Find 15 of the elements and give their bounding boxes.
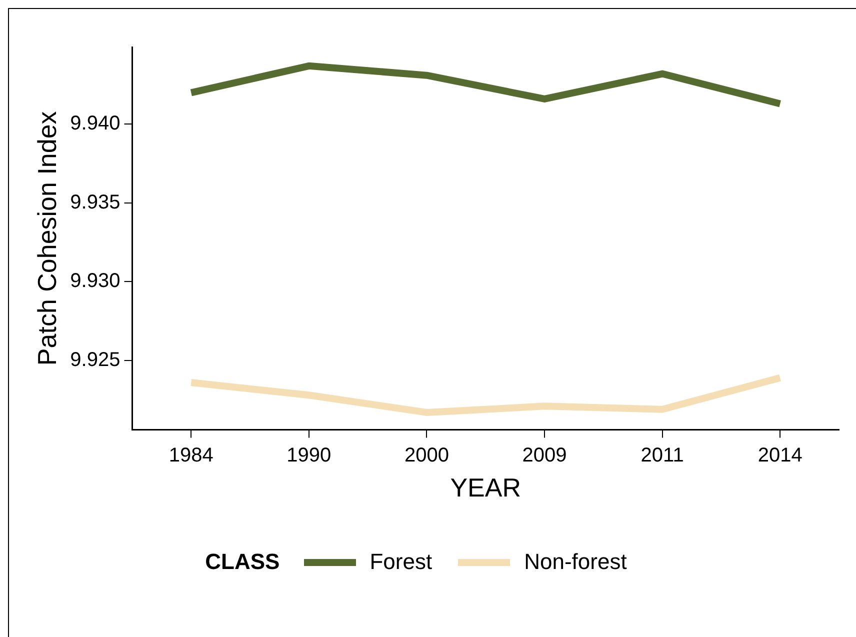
- x-tick-label: 1990: [286, 444, 332, 466]
- legend-label: Forest: [370, 549, 432, 575]
- y-axis-title: Patch Cohesion Index: [32, 111, 62, 366]
- y-tick-label: 9.940: [70, 112, 120, 135]
- x-tick-label: 2009: [522, 444, 567, 466]
- y-tick-label: 9.935: [70, 191, 120, 214]
- y-tick-label: 9.930: [70, 270, 120, 292]
- legend-label: Non-forest: [524, 549, 627, 575]
- y-tick-label: 9.925: [70, 349, 120, 371]
- x-tick-label: 1984: [168, 444, 214, 466]
- x-tick-label: 2011: [640, 444, 684, 466]
- x-tick-label: 2014: [758, 444, 802, 466]
- x-axis-title: YEAR: [450, 472, 522, 503]
- legend-title: CLASS: [205, 549, 280, 575]
- x-tick-label: 2000: [404, 444, 449, 466]
